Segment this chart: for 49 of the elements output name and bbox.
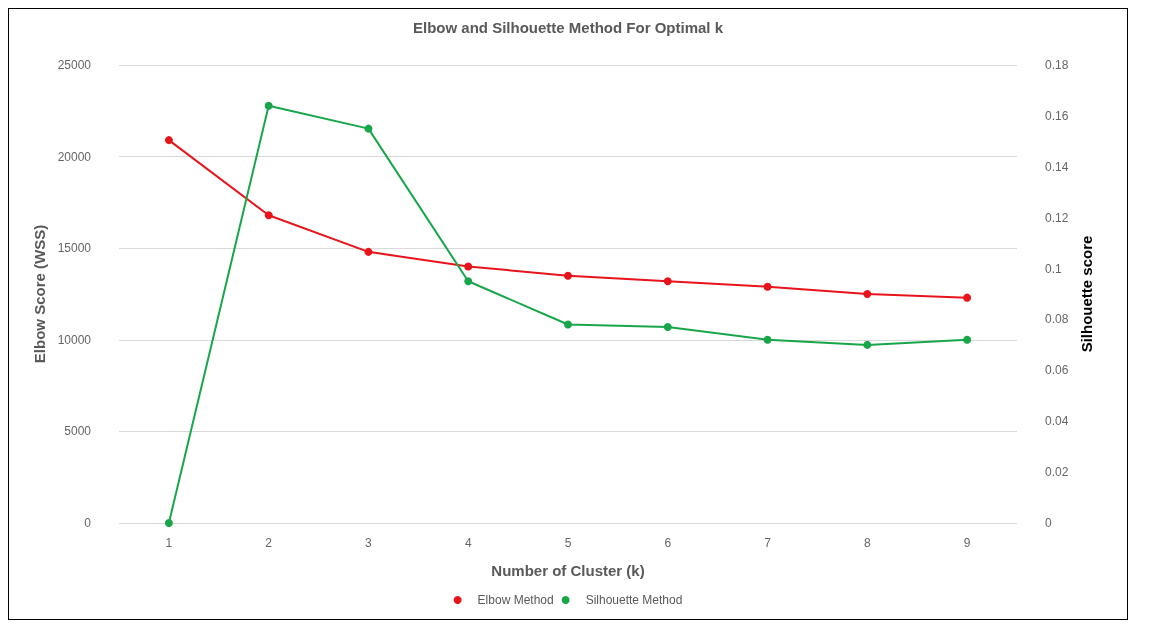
x-axis-title: Number of Cluster (k) [491, 562, 645, 579]
point [963, 293, 972, 302]
point [264, 211, 273, 220]
y2-tick-label: 0.06 [1045, 363, 1069, 378]
y2-tick-label: 0.16 [1045, 108, 1069, 123]
y2-tick-label: 0 [1045, 516, 1052, 530]
y-tick-label: 10000 [57, 332, 92, 347]
y-tick-label: 5000 [64, 424, 92, 439]
point [763, 282, 772, 291]
x-tick-label: 9 [963, 536, 971, 550]
x-tick-label: 5 [564, 536, 572, 550]
point [164, 519, 173, 527]
point [364, 124, 373, 133]
x-tick-label: 1 [165, 536, 173, 550]
y2-tick-label: 0.04 [1045, 414, 1069, 429]
y2-tick-label: 0.14 [1045, 159, 1069, 174]
legend-label: Silhouette Method [585, 593, 683, 607]
y-tick-label: 15000 [57, 241, 92, 256]
x-tick-label: 8 [863, 536, 871, 550]
point [663, 323, 672, 332]
point [564, 320, 572, 329]
y-tick-label: 20000 [57, 149, 92, 164]
x-tick-label: 4 [464, 536, 472, 550]
y2-tick-label: 0.08 [1045, 312, 1069, 327]
point [763, 335, 772, 344]
point [464, 277, 473, 286]
point [663, 277, 672, 286]
point [364, 247, 373, 256]
x-tick-label: 2 [265, 536, 273, 550]
y-axis-title: Elbow Score (WSS) [30, 224, 48, 364]
y2-tick-label: 0.12 [1045, 210, 1069, 225]
point [863, 290, 872, 298]
y-tick-label: 0 [84, 516, 92, 530]
y2-axis-title: Silhouette score [1078, 235, 1096, 353]
y2-tick-label: 0.1 [1045, 261, 1063, 276]
x-tick-label: 3 [365, 536, 373, 550]
legend-label: Elbow Method [477, 593, 554, 607]
point [264, 101, 273, 110]
point [464, 262, 473, 271]
chart-title: Elbow and Silhouette Method For Optimal k [412, 19, 724, 36]
y-tick-label: 25000 [57, 58, 92, 72]
point [164, 136, 173, 145]
y2-tick-label: 0.02 [1045, 465, 1069, 480]
point [863, 340, 872, 349]
x-tick-label: 7 [764, 536, 772, 550]
point [963, 335, 972, 344]
y2-tick-label: 0.18 [1045, 58, 1069, 72]
point [564, 271, 572, 280]
x-tick-label: 6 [664, 536, 672, 550]
